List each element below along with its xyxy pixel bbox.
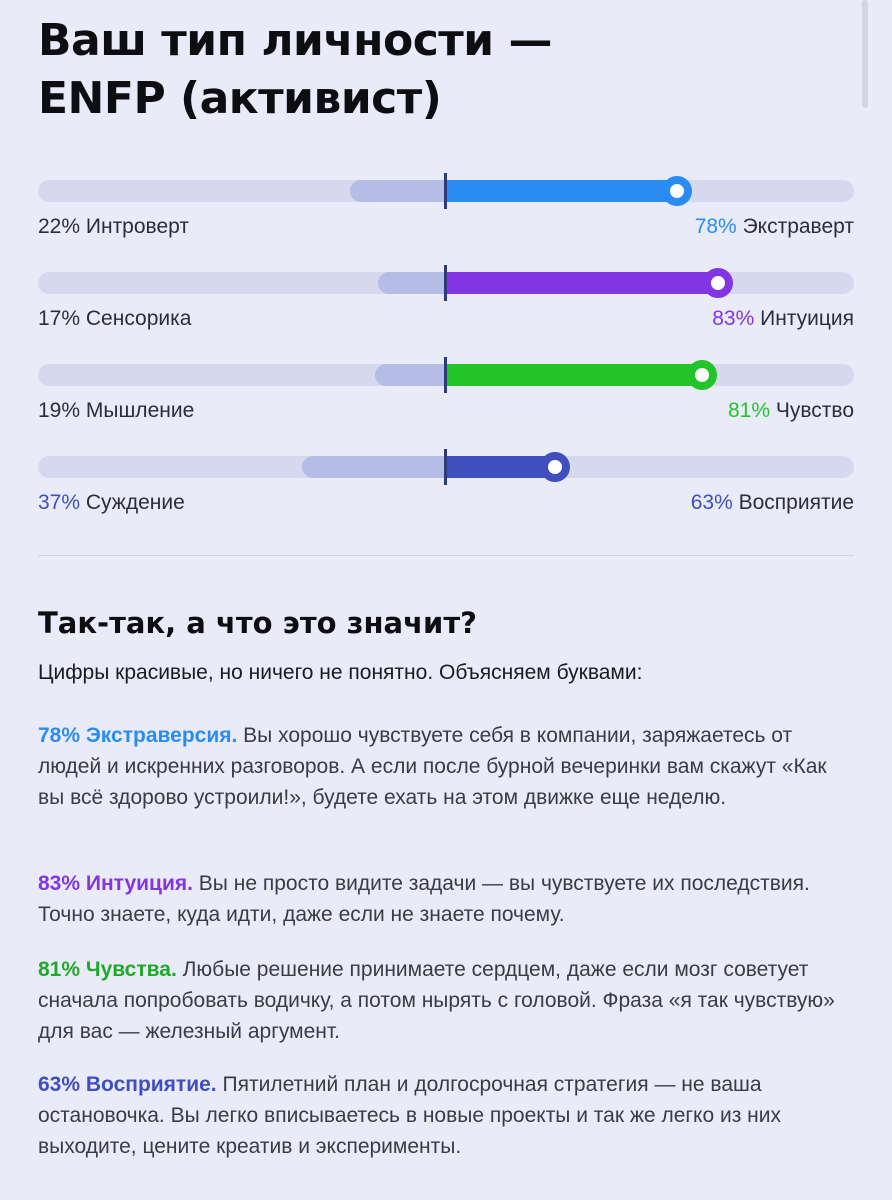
scale-center-line — [444, 265, 447, 301]
scale-center-line — [444, 449, 447, 485]
scale-right-percent: 81% — [727, 399, 771, 422]
scale-left-label: 37% Суждение — [38, 490, 185, 516]
scale-knob[interactable] — [662, 176, 693, 206]
scale-center-line — [444, 357, 447, 393]
scale-right-label: 81% Чувство — [728, 398, 854, 424]
scale-left-name: Мышление — [85, 399, 195, 422]
paragraph-text: Пятилетний план и долгосрочная стратегия… — [38, 1073, 781, 1158]
paragraph-term: 63% Восприятие. — [38, 1073, 217, 1096]
scale-perceiving: 37% Суждение 63% Восприятие — [38, 449, 854, 516]
scale-mid-segment — [375, 364, 446, 386]
scrollbar-thumb[interactable] — [862, 0, 868, 108]
scale-mid-segment — [378, 272, 446, 294]
scale-right-percent: 78% — [694, 215, 737, 238]
scale-right-name: Интуиция — [760, 307, 854, 330]
scale-right-label: 63% Восприятие — [691, 490, 854, 516]
paragraph-text: Вы хорошо чувствуете себя в компании, за… — [38, 724, 827, 809]
scale-left-label: 22% Интроверт — [38, 214, 189, 240]
scale-left-name: Интроверт — [85, 215, 189, 238]
scale-left-label: 17% Сенсорика — [38, 306, 191, 332]
paragraph-term: 81% Чувства. — [38, 958, 177, 981]
page-title-line: Ваш тип личности — — [38, 15, 552, 66]
scale-mid-segment — [302, 456, 446, 478]
section-heading: Так-так, а что это значит? — [38, 606, 477, 640]
section-divider — [38, 555, 854, 556]
page-title-line: ENFP (активист) — [38, 73, 442, 124]
scale-knob[interactable] — [540, 452, 571, 482]
description-paragraph: 81% Чувства. Любые решение принимаете се… — [38, 954, 838, 1047]
paragraph-term: 78% Экстраверсия. — [38, 724, 238, 747]
scale-knob[interactable] — [686, 360, 717, 390]
scale-fill — [446, 272, 719, 294]
scale-right-name: Чувство — [775, 399, 854, 422]
scale-right-label: 78% Экстраверт — [695, 214, 854, 240]
scale-right-percent: 83% — [712, 307, 755, 330]
paragraph-term: 83% Интуиция. — [38, 872, 193, 895]
description-paragraph: 83% Интуиция. Вы не просто видите задачи… — [38, 868, 838, 930]
scale-fill — [446, 456, 556, 478]
scale-left-percent: 22% — [38, 215, 81, 238]
scale-right-name: Экстраверт — [742, 215, 854, 238]
scale-center-line — [444, 173, 447, 209]
scale-left-name: Суждение — [85, 491, 185, 514]
scale-left-percent: 19% — [38, 399, 81, 422]
description-paragraph: 78% Экстраверсия. Вы хорошо чувствуете с… — [38, 720, 838, 813]
paragraph-text: Любые решение принимаете сердцем, даже е… — [38, 958, 835, 1043]
scale-mid-segment — [350, 180, 446, 202]
description-paragraph: 63% Восприятие. Пятилетний план и долгос… — [38, 1069, 838, 1162]
scale-right-label: 83% Интуиция — [712, 306, 854, 332]
page-title: Ваш тип личности — ENFP (активист) — [38, 12, 818, 128]
scale-knob[interactable] — [703, 268, 734, 298]
scale-feeling: 19% Мышление 81% Чувство — [38, 357, 854, 424]
scale-left-name: Сенсорика — [85, 307, 192, 330]
scale-left-percent: 37% — [38, 491, 81, 514]
scale-left-percent: 17% — [38, 307, 81, 330]
section-lead: Цифры красивые, но ничего не понятно. Об… — [38, 661, 643, 684]
scale-extraversion: 22% Интроверт 78% Экстраверт — [38, 173, 854, 240]
scale-left-label: 19% Мышление — [38, 398, 194, 424]
scale-fill — [446, 180, 678, 202]
paragraph-text: Вы не просто видите задачи — вы чувствуе… — [38, 872, 810, 926]
scale-fill — [446, 364, 702, 386]
scale-right-name: Восприятие — [738, 491, 854, 514]
scale-intuition: 17% Сенсорика 83% Интуиция — [38, 265, 854, 332]
scale-right-percent: 63% — [690, 491, 733, 514]
